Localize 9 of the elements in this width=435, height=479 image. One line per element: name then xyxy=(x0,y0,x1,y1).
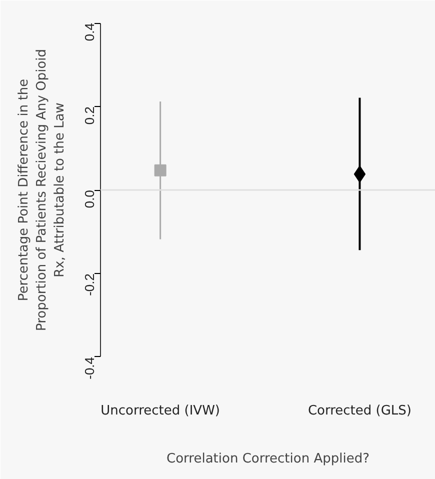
y-tick-label: 0.0 xyxy=(82,190,97,208)
x-axis-title: Correlation Correction Applied? xyxy=(166,452,370,466)
y-tick-label: 0.4 xyxy=(82,23,97,42)
y-axis-title: Percentage Point Difference in the Proportion of Patients Recieving Any Opioid Rx, Attributable to the Law xyxy=(16,48,68,332)
x-tick-label: Uncorrected (IVW) xyxy=(100,404,220,418)
y-tick-label: -0.4 xyxy=(82,356,97,380)
y-tick-label: -0.2 xyxy=(82,273,97,296)
y-tick-label: 0.2 xyxy=(82,106,97,125)
x-tick-label: Corrected (GLS) xyxy=(308,404,412,418)
